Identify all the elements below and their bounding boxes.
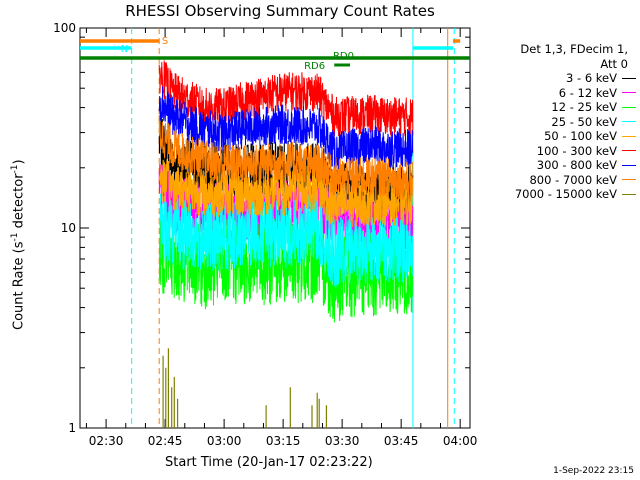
legend-swatch [622, 135, 636, 137]
annotation-label: N [121, 44, 128, 55]
legend-entry-label: 12 - 25 keV [551, 100, 617, 114]
x-tick-label: 02:45 [148, 434, 183, 448]
legend-header-2: Att 0 [600, 56, 628, 71]
legend-entry-label: 300 - 800 keV [536, 158, 617, 172]
legend-header-1: Det 1,3, FDecim 1, [520, 42, 628, 56]
annotation-label: RD0 [333, 51, 354, 62]
legend-entry-label: 25 - 50 keV [551, 114, 617, 129]
series-line [158, 115, 414, 200]
legend-swatch [622, 164, 636, 166]
legend-swatch [622, 77, 636, 79]
annotation-label: RD6 [304, 61, 325, 72]
legend-entry-label: 100 - 300 keV [536, 143, 617, 158]
legend-swatch [622, 179, 636, 181]
annotation-label: S [162, 36, 168, 47]
x-tick-label: 04:00 [443, 434, 478, 448]
legend-swatch [622, 106, 636, 108]
series-line [162, 348, 327, 428]
legend-entry: 3 - 6 keV [478, 71, 636, 86]
x-axis-label: Start Time (20-Jan-17 02:23:22) [165, 455, 373, 470]
legend: Det 1,3, FDecim 1, Att 0 3 - 6 keV 6 - 12… [478, 42, 636, 202]
x-tick-label: 02:30 [89, 434, 124, 448]
y-tick-label: 100 [53, 21, 76, 35]
series-line [158, 192, 414, 289]
generated-timestamp: 1-Sep-2022 23:15 [553, 466, 634, 476]
legend-swatch [622, 121, 636, 123]
x-tick-label: 03:15 [266, 434, 301, 448]
legend-entry: 300 - 800 keV [478, 158, 636, 173]
legend-entry-label: 3 - 6 keV [566, 71, 617, 85]
legend-entries: 3 - 6 keV 6 - 12 keV 12 - 25 keV 25 - 50 ke… [478, 71, 636, 202]
y-axis-label: Count Rate (s-1 detector-1) [10, 159, 27, 330]
legend-swatch [622, 150, 636, 152]
legend-swatch [622, 92, 636, 94]
legend-entry: 800 - 7000 keV [478, 173, 636, 188]
legend-entry-label: 50 - 100 keV [544, 129, 617, 143]
y-tick-label: 10 [61, 221, 76, 235]
y-tick-label: 1 [68, 421, 76, 435]
legend-entry-label: 6 - 12 keV [558, 85, 617, 100]
legend-entry: 6 - 12 keV [478, 86, 636, 101]
x-tick-label: 03:30 [325, 434, 360, 448]
x-tick-label: 03:00 [207, 434, 242, 448]
legend-entry-label: 7000 - 15000 keV [514, 187, 617, 201]
legend-entry: 50 - 100 keV [478, 129, 636, 144]
x-tick-label: 03:45 [384, 434, 419, 448]
legend-entry: 25 - 50 keV [478, 115, 636, 130]
legend-swatch [622, 193, 636, 195]
legend-entry: 7000 - 15000 keV [478, 187, 636, 202]
legend-entry-label: 800 - 7000 keV [529, 172, 617, 187]
legend-entry: 12 - 25 keV [478, 100, 636, 115]
legend-entry: 100 - 300 keV [478, 144, 636, 159]
chart-title: RHESSI Observing Summary Count Rates [125, 2, 435, 20]
